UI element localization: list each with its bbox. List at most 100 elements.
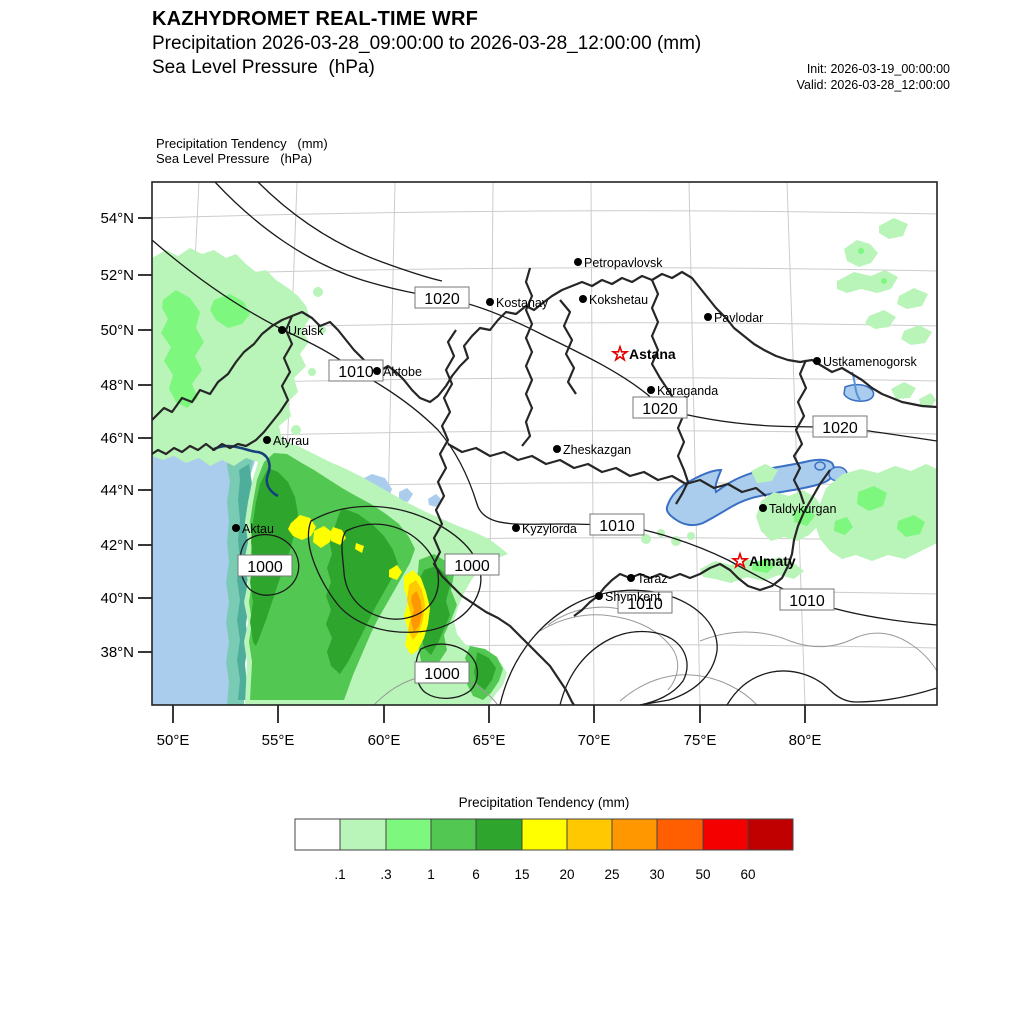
lat-tick-label: 42°N	[100, 537, 134, 554]
precip-light-northeast	[837, 218, 936, 408]
pressure-label: 1020	[632, 396, 688, 419]
city-kyzylorda: Kyzylorda	[512, 522, 577, 536]
lon-axis: 50°E 55°E 60°E 65°E 70°E 75°E 80°E	[157, 705, 821, 749]
isobar-se-wavy	[726, 670, 937, 705]
precip-speckle	[687, 532, 695, 540]
svg-text:1010: 1010	[338, 364, 374, 381]
lake-sasykkol	[814, 461, 826, 471]
svg-text:1010: 1010	[599, 518, 635, 535]
precip-med-east	[752, 486, 925, 573]
city-karaganda: Karaganda	[647, 384, 718, 398]
city-label: Ustkamenogorsk	[823, 355, 918, 369]
legend-tick-label: 15	[514, 867, 529, 882]
city-dot	[627, 574, 635, 582]
isobar-1000-inner-loop	[341, 523, 440, 620]
pressure-label: 1010	[779, 588, 835, 611]
city-label: Pavlodar	[714, 311, 763, 325]
precip-speckle	[313, 287, 323, 297]
precip-speckle	[308, 368, 316, 376]
legend-swatch	[747, 818, 794, 851]
city-dot	[553, 445, 561, 453]
isobar-upper	[257, 182, 443, 282]
lon-tick-label: 70°E	[578, 732, 611, 749]
city-dot	[278, 326, 286, 334]
city-label: Kyzylorda	[522, 522, 577, 536]
precip-orange-core	[411, 591, 422, 632]
legend-tick-label: 1	[427, 867, 435, 882]
city-dot	[574, 258, 582, 266]
lon-tick-label: 60°E	[368, 732, 401, 749]
city-label: Aktau	[242, 522, 274, 536]
svg-text:1000: 1000	[424, 666, 460, 683]
lon-tick-label: 75°E	[684, 732, 717, 749]
city-aktobe: Aktobe	[373, 365, 422, 379]
city-kostanay: Kostanay	[486, 296, 549, 310]
city-taldykurgan: Taldykurgan	[759, 502, 836, 516]
precip-speckle	[858, 248, 864, 254]
city-dot	[232, 524, 240, 532]
field-label-precip: Precipitation Tendency (mm)	[156, 136, 328, 151]
pressure-label: 1010	[617, 591, 673, 614]
border-east-oblast	[792, 359, 808, 505]
precip-speckle	[318, 326, 326, 334]
legend-tick-label: 50	[695, 867, 710, 882]
precip-speckle	[641, 534, 651, 544]
city-dot	[512, 524, 520, 532]
lat-tick-label: 52°N	[100, 267, 134, 284]
init-time-label: Init: 2026-03-19_00:00:00	[806, 62, 950, 76]
city-dot	[579, 295, 587, 303]
legend-tick-label: 30	[649, 867, 664, 882]
precip-speckle	[291, 425, 301, 435]
city-label: Kokshetau	[589, 293, 648, 307]
precip-dark-east-core	[419, 566, 450, 655]
caspian-coastline-accent	[211, 444, 279, 498]
legend-tick-label: .1	[334, 867, 345, 882]
lat-tick-label: 40°N	[100, 590, 134, 607]
border-west-oblast	[152, 315, 294, 456]
svg-text:1020: 1020	[642, 401, 678, 418]
precip-period-subtitle: Precipitation 2026-03-28_09:00:00 to 202…	[152, 33, 702, 54]
precip-layer	[152, 218, 937, 705]
city-dot	[647, 386, 655, 394]
precip-med-nw	[161, 290, 204, 408]
capital-star-icon	[610, 344, 630, 362]
isobar-1010-south-inner	[559, 630, 688, 705]
capital-label: Astana	[629, 346, 676, 362]
lake-zaysan	[843, 383, 875, 402]
border-central-uzbek	[432, 329, 575, 705]
city-label: Uralsk	[288, 324, 324, 338]
legend-swatch	[702, 818, 749, 851]
precip-legend: Precipitation Tendency (mm) .1 .3 1 6 15…	[294, 795, 794, 882]
city-label: Atyrau	[273, 434, 309, 448]
legend-tick-label: 6	[472, 867, 480, 882]
lon-tick-label: 55°E	[262, 732, 295, 749]
city-dot	[759, 504, 767, 512]
field-label-slp: Sea Level Pressure (hPa)	[156, 151, 313, 166]
border-akmola	[559, 299, 577, 395]
legend-swatch	[339, 818, 387, 851]
precip-speckle	[881, 278, 887, 284]
lat-tick-label: 54°N	[100, 210, 134, 227]
pressure-label: 1000	[237, 554, 293, 577]
legend-tick-label: 20	[559, 867, 574, 882]
city-dot	[704, 313, 712, 321]
capital-astana: Astana	[610, 344, 676, 362]
city-dot	[813, 357, 821, 365]
city-label: Taraz	[637, 572, 668, 586]
legend-swatch	[611, 818, 658, 851]
city-label: Petropavlovsk	[584, 256, 663, 270]
city-label: Zheskazgan	[563, 443, 631, 457]
isobar-1020-north	[214, 182, 937, 442]
city-kokshetau: Kokshetau	[579, 293, 648, 307]
slp-subtitle: Sea Level Pressure (hPa)	[152, 57, 375, 78]
city-ustkamenogorsk: Ustkamenogorsk	[813, 355, 918, 369]
lat-tick-label: 48°N	[100, 377, 134, 394]
border-karaganda-south	[447, 443, 767, 497]
city-zheskazgan: Zheskazgan	[553, 443, 631, 457]
svg-text:1020: 1020	[822, 420, 858, 437]
capital-label: Almaty	[749, 553, 796, 569]
city-label: Aktobe	[383, 365, 422, 379]
pressure-label: 1020	[414, 286, 470, 309]
